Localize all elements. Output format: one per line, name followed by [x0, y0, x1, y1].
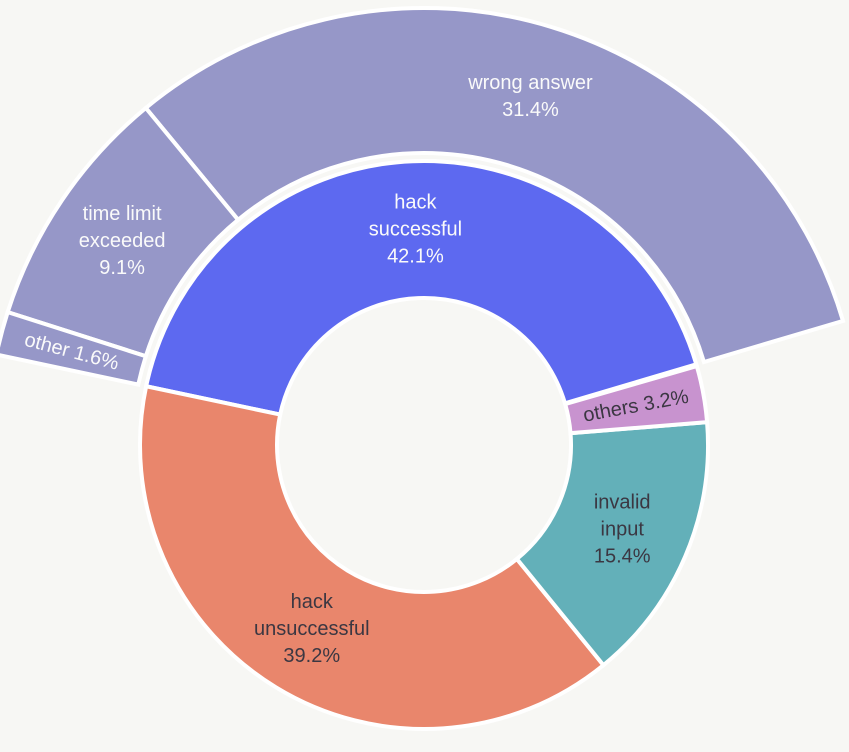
segment-others[interactable]: [562, 363, 710, 436]
segment-wrong-answer[interactable]: [142, 6, 846, 365]
segment-hack-unsuccessful[interactable]: [138, 383, 607, 731]
segment-invalid-input[interactable]: [514, 419, 710, 668]
segment-other[interactable]: [0, 309, 149, 387]
segment-hack-successful[interactable]: [143, 159, 699, 417]
